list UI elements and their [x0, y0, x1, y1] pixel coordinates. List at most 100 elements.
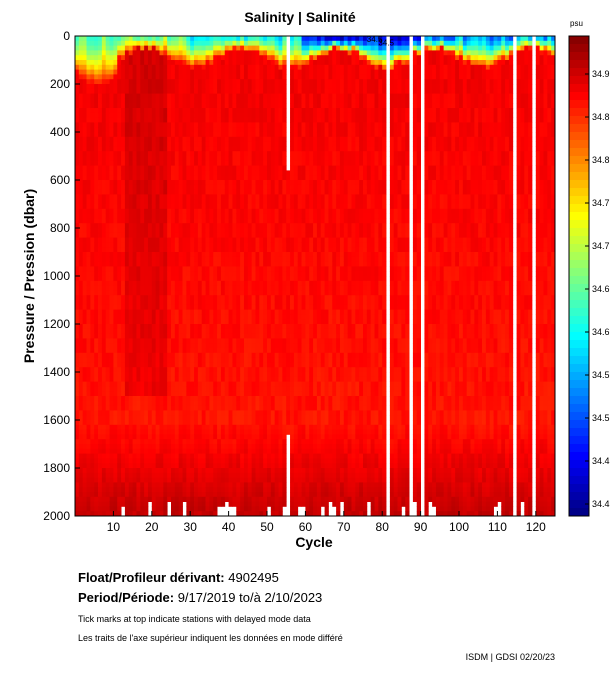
heatmap-cell	[144, 103, 149, 109]
heatmap-cell	[209, 314, 214, 320]
heatmap-cell	[155, 372, 160, 378]
heatmap-cell	[263, 69, 268, 75]
heatmap-cell	[90, 194, 95, 200]
heatmap-cell	[113, 300, 118, 306]
heatmap-cell	[255, 247, 260, 253]
heatmap-cell	[255, 415, 260, 421]
heatmap-cell	[194, 88, 199, 94]
heatmap-cell	[182, 333, 187, 339]
heatmap-cell	[174, 309, 180, 315]
heatmap-cell	[236, 496, 241, 502]
heatmap-cell	[147, 429, 153, 435]
profile-column	[155, 36, 160, 517]
heatmap-cell	[255, 112, 260, 118]
heatmap-cell	[98, 472, 103, 478]
heatmap-cell	[174, 132, 180, 138]
heatmap-cell	[186, 266, 191, 272]
heatmap-cell	[121, 295, 126, 301]
heatmap-cell	[243, 458, 249, 464]
heatmap-cell	[167, 324, 172, 330]
heatmap-cell	[251, 88, 256, 94]
heatmap-cell	[190, 463, 195, 469]
heatmap-cell	[167, 88, 172, 94]
heatmap-cell	[86, 295, 91, 301]
heatmap-cell	[213, 141, 218, 147]
heatmap-cell	[217, 309, 222, 315]
heatmap-cell	[78, 151, 84, 157]
heatmap-cell	[94, 376, 99, 382]
heatmap-cell	[151, 141, 157, 147]
heatmap-cell	[220, 333, 226, 339]
heatmap-cell	[78, 424, 84, 430]
heatmap-cell	[136, 420, 141, 426]
heatmap-cell	[90, 261, 95, 267]
heatmap-cell	[240, 511, 245, 517]
heatmap-cell	[109, 391, 114, 397]
heatmap-cell	[213, 180, 218, 186]
heatmap-cell	[217, 338, 222, 344]
heatmap-cell	[197, 367, 203, 373]
heatmap-cell	[224, 228, 229, 234]
heatmap-cell	[86, 319, 91, 325]
heatmap-cell	[147, 132, 153, 138]
heatmap-cell	[86, 396, 91, 402]
heatmap-cell	[109, 237, 114, 243]
heatmap-cell	[228, 391, 233, 397]
heatmap-cell	[75, 55, 80, 61]
heatmap-cell	[186, 165, 191, 171]
heatmap-cell	[105, 429, 110, 435]
heatmap-cell	[217, 343, 222, 349]
heatmap-cell	[240, 50, 245, 56]
heatmap-cell	[190, 376, 195, 382]
heatmap-cell	[128, 372, 133, 378]
heatmap-cell	[197, 362, 203, 368]
heatmap-cell	[113, 136, 118, 142]
heatmap-cell	[155, 103, 160, 109]
heatmap-cell	[190, 348, 195, 354]
heatmap-cell	[171, 324, 176, 330]
heatmap-cell	[247, 88, 253, 94]
heatmap-cell	[174, 50, 180, 56]
heatmap-cell	[117, 103, 122, 109]
heatmap-cell	[155, 415, 160, 421]
heatmap-cell	[113, 468, 118, 474]
heatmap-cell	[217, 367, 222, 373]
heatmap-cell	[240, 165, 245, 171]
heatmap-cell	[236, 242, 241, 248]
heatmap-cell	[243, 405, 249, 411]
heatmap-cell	[194, 429, 199, 435]
heatmap-cell	[220, 194, 226, 200]
heatmap-cell	[182, 429, 187, 435]
heatmap-cell	[90, 103, 95, 109]
heatmap-cell	[236, 74, 241, 80]
heatmap-cell	[247, 381, 253, 387]
heatmap-cell	[136, 156, 141, 162]
heatmap-cell	[255, 372, 260, 378]
heatmap-cell	[220, 357, 226, 363]
heatmap-cell	[82, 429, 87, 435]
heatmap-cell	[220, 199, 226, 205]
heatmap-cell	[247, 184, 253, 190]
heatmap-cell	[217, 463, 222, 469]
heatmap-cell	[86, 247, 91, 253]
heatmap-cell	[197, 156, 203, 162]
heatmap-cell	[144, 170, 149, 176]
heatmap-cell	[186, 218, 191, 224]
heatmap-cell	[109, 247, 114, 253]
heatmap-cell	[98, 314, 103, 320]
heatmap-cell	[109, 453, 114, 459]
heatmap-cell	[82, 132, 87, 138]
heatmap-cell	[182, 372, 187, 378]
heatmap-cell	[190, 386, 195, 392]
heatmap-cell	[174, 348, 180, 354]
heatmap-cell	[167, 276, 172, 282]
heatmap-cell	[124, 319, 130, 325]
heatmap-cell	[136, 396, 141, 402]
heatmap-cell	[144, 60, 149, 66]
heatmap-cell	[194, 189, 199, 195]
heatmap-cell	[167, 496, 172, 502]
heatmap-cell	[232, 400, 237, 406]
heatmap-cell	[75, 333, 80, 339]
heatmap-cell	[259, 252, 264, 258]
heatmap-cell	[109, 180, 114, 186]
